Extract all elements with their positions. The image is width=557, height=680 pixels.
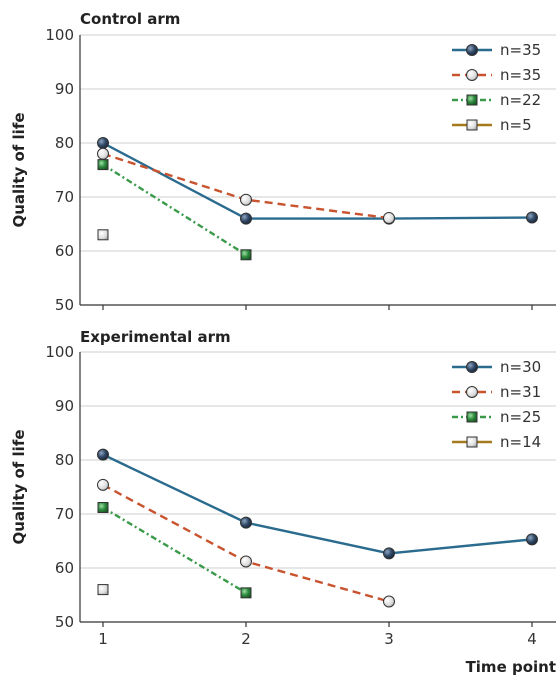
data-point bbox=[97, 159, 109, 171]
legend-marker bbox=[466, 44, 478, 56]
x-tick-label: 2 bbox=[241, 630, 251, 648]
y-tick-label: 100 bbox=[45, 26, 74, 44]
legend-label: n=30 bbox=[500, 358, 541, 376]
legend-label: n=25 bbox=[500, 408, 541, 426]
y-tick-label: 90 bbox=[55, 80, 74, 98]
legend-marker bbox=[466, 119, 478, 131]
x-tick-label: 4 bbox=[527, 630, 537, 648]
series-1 bbox=[97, 448, 538, 560]
legend-label: n=35 bbox=[500, 41, 541, 59]
data-point bbox=[240, 555, 252, 568]
data-point bbox=[526, 211, 538, 224]
data-point bbox=[240, 587, 252, 599]
data-point bbox=[97, 502, 109, 514]
data-point bbox=[97, 137, 109, 149]
panels-layer: Control arm Quality of life 50 60 70 80 90 100 n… bbox=[10, 10, 556, 676]
y-tick-label: 70 bbox=[55, 188, 74, 206]
legend: n=35 n=35 n=22 n=5 bbox=[452, 41, 541, 134]
series-line bbox=[102, 163, 247, 256]
legend-marker bbox=[466, 411, 478, 423]
panel-title: Experimental arm bbox=[80, 328, 231, 346]
legend-label: n=14 bbox=[500, 433, 541, 451]
data-point bbox=[383, 595, 395, 608]
series-2 bbox=[97, 478, 395, 608]
y-axis-label: Quality of life bbox=[10, 112, 28, 227]
y-tick-label: 90 bbox=[55, 397, 74, 415]
data-point bbox=[383, 212, 395, 225]
legend-marker bbox=[466, 69, 478, 81]
data-point bbox=[97, 229, 109, 241]
legend-marker bbox=[466, 361, 478, 373]
x-axis-label: Time point bbox=[466, 658, 556, 676]
y-tick-label: 100 bbox=[45, 343, 74, 361]
y-tick-label: 80 bbox=[55, 134, 74, 152]
y-tick-label: 50 bbox=[55, 296, 74, 314]
legend-label: n=5 bbox=[500, 116, 532, 134]
legend-label: n=22 bbox=[500, 91, 541, 109]
panel-2: Experimental arm Quality of life 50 60 70 80 9… bbox=[10, 328, 556, 676]
data-point bbox=[383, 547, 395, 560]
data-point bbox=[97, 478, 109, 491]
y-tick-label: 60 bbox=[55, 559, 74, 577]
y-axis-label: Quality of life bbox=[10, 429, 28, 544]
legend: n=30 n=31 n=25 n=14 bbox=[452, 358, 541, 451]
data-point bbox=[526, 533, 538, 546]
data-point bbox=[240, 516, 252, 529]
legend-label: n=31 bbox=[500, 383, 541, 401]
series-1 bbox=[97, 137, 538, 225]
data-point bbox=[97, 147, 109, 160]
legend-marker bbox=[466, 436, 478, 448]
series-3 bbox=[97, 159, 252, 261]
legend-marker bbox=[466, 386, 478, 398]
x-tick-label: 1 bbox=[98, 630, 108, 648]
series-line bbox=[102, 152, 390, 220]
y-tick-label: 70 bbox=[55, 505, 74, 523]
series-4 bbox=[97, 584, 109, 596]
series-4 bbox=[97, 229, 109, 241]
panel-title: Control arm bbox=[80, 10, 180, 28]
x-tick-label: 3 bbox=[384, 630, 394, 648]
panel-1: Control arm Quality of life 50 60 70 80 90 100 n… bbox=[10, 10, 556, 314]
series-line bbox=[102, 453, 533, 555]
y-tick-label: 50 bbox=[55, 613, 74, 631]
data-point bbox=[240, 193, 252, 206]
y-tick-label: 60 bbox=[55, 242, 74, 260]
legend-label: n=35 bbox=[500, 66, 541, 84]
series-3 bbox=[97, 502, 252, 599]
data-point bbox=[240, 212, 252, 225]
y-tick-label: 80 bbox=[55, 451, 74, 469]
series-2 bbox=[97, 147, 395, 225]
data-point bbox=[240, 249, 252, 261]
series-line bbox=[102, 141, 533, 220]
data-point bbox=[97, 584, 109, 596]
legend-marker bbox=[466, 94, 478, 106]
data-point bbox=[97, 448, 109, 461]
